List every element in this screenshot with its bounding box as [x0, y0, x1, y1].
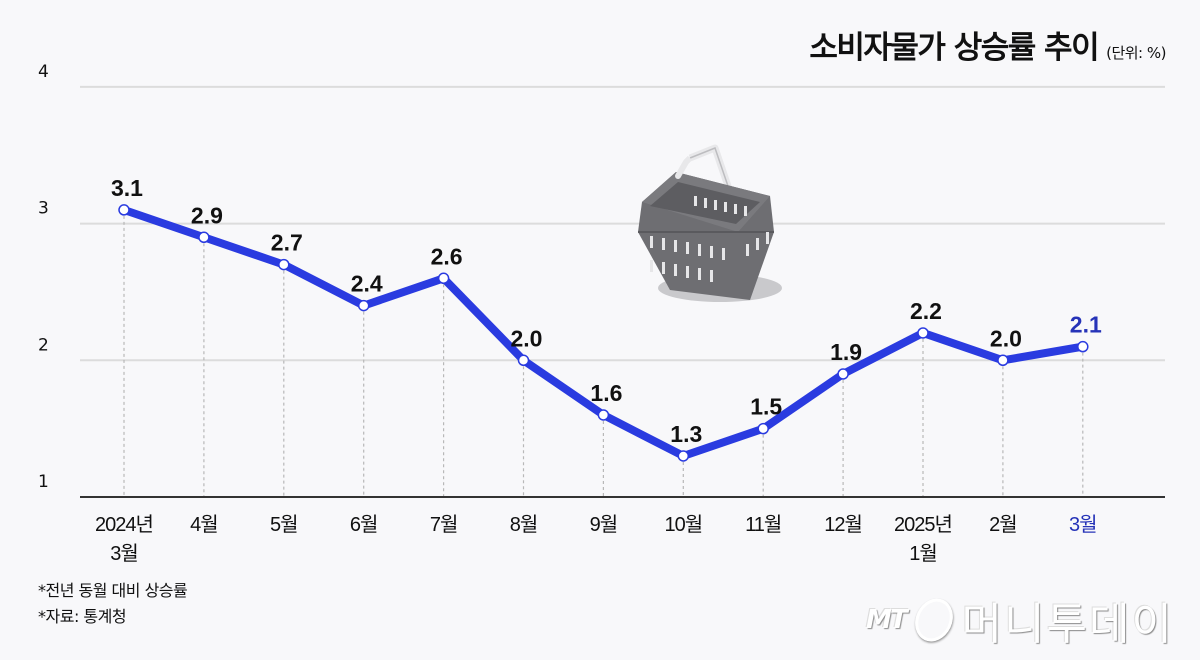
- footnote-basis: *전년 동월 대비 상승률: [38, 581, 188, 600]
- category-guide-lines: [123, 215, 1084, 497]
- footnotes: *전년 동월 대비 상승률 *자료: 통계청: [38, 578, 188, 630]
- data-label: 1.9: [830, 339, 862, 365]
- data-point: [437, 272, 450, 285]
- data-label: 1.3: [670, 421, 702, 447]
- y-tick-label: 1: [38, 472, 49, 492]
- y-tick-label: 3: [38, 199, 49, 219]
- data-point: [278, 258, 290, 271]
- data-label: 1.5: [750, 394, 782, 420]
- y-tick-label: 4: [38, 62, 49, 82]
- logo-ring-icon: [907, 592, 960, 648]
- data-point: [1077, 340, 1089, 353]
- data-label: 3.1: [111, 175, 143, 201]
- x-tick-label: 6월: [350, 513, 378, 536]
- data-label: 2.2: [910, 298, 942, 324]
- y-tick-label: 2: [38, 335, 49, 355]
- data-point: [837, 368, 849, 380]
- chart-title: 소비자물가 상승률 추이: [809, 30, 1099, 66]
- data-label: 2.4: [351, 271, 383, 297]
- x-axis-tick-labels: 2024년 3월 4월 5월 6월 7월 8월 9월 10월 11월 12월 2025년 1월 2월 3월: [95, 513, 1098, 565]
- footnote-source: *자료: 통계청: [38, 607, 127, 626]
- x-tick-label: 10월: [664, 513, 702, 536]
- x-tick-label: 3월: [110, 542, 138, 565]
- data-point: [597, 409, 610, 421]
- x-tick-label: 9월: [590, 513, 618, 536]
- x-tick-label: 12월: [824, 513, 862, 536]
- data-point: [517, 354, 530, 367]
- data-label: 2.0: [990, 325, 1022, 351]
- data-point: [757, 422, 769, 435]
- x-tick-label: 3월: [1069, 513, 1097, 536]
- logo-mt-text: MT: [865, 605, 908, 635]
- data-point: [198, 231, 210, 244]
- x-tick-label: 5월: [270, 513, 298, 536]
- logo-name-text: 머니투데이: [961, 599, 1174, 650]
- data-labels: 3.1 2.9 2.7 2.4 2.6 2.0 1.6 1.3 1.5 1.9 2.2 2.0 2.1: [111, 175, 1102, 447]
- chart-title-block: 소비자물가 상승률 추이 (단위: %): [809, 22, 1166, 67]
- y-axis-tick-labels: 1 2 3 4: [38, 62, 49, 492]
- data-label: 2.9: [191, 202, 223, 228]
- data-point: [917, 327, 929, 339]
- data-label: 2.1: [1070, 312, 1102, 338]
- shopping-basket-icon: [638, 144, 782, 302]
- x-tick-label: 8월: [510, 513, 538, 536]
- data-point: [997, 354, 1009, 367]
- x-tick-label: 7월: [430, 513, 458, 536]
- x-tick-label: 11월: [745, 513, 781, 536]
- data-label: 2.0: [511, 325, 543, 351]
- data-label: 2.6: [431, 243, 463, 269]
- data-point: [677, 450, 690, 462]
- x-tick-label: 4월: [190, 513, 218, 536]
- unit-label: (단위: %): [1106, 44, 1166, 62]
- grid-lines: [80, 85, 1165, 362]
- data-points: [118, 204, 1089, 462]
- data-label: 2.7: [271, 230, 303, 256]
- x-tick-label: 2월: [989, 513, 1017, 536]
- data-label: 1.6: [590, 380, 622, 406]
- data-point: [357, 299, 370, 312]
- publisher-logo: MT 머니투데이: [866, 588, 1174, 652]
- x-tick-label: 2025년: [894, 513, 952, 536]
- x-tick-label: 2024년: [95, 513, 153, 536]
- data-point: [118, 204, 130, 216]
- x-tick-label: 1월: [909, 542, 937, 565]
